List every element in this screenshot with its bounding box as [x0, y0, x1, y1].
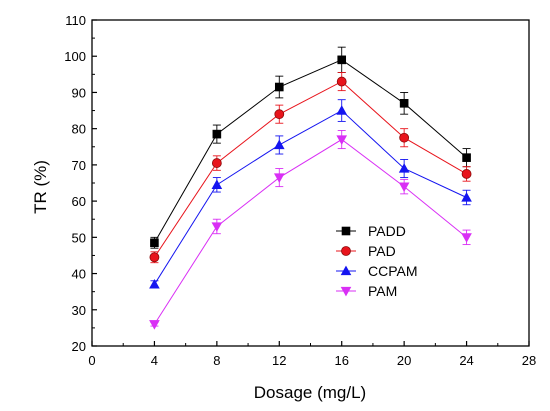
data-point — [399, 99, 409, 108]
y-tick-label: 40 — [72, 267, 86, 282]
x-axis-label: Dosage (mg/L) — [254, 383, 366, 402]
y-tick-label: 30 — [72, 303, 86, 318]
legend-item-ccpam: CCPAM — [336, 263, 418, 279]
series-line — [154, 109, 467, 285]
x-tick-label: 24 — [459, 353, 473, 368]
data-point — [461, 233, 472, 243]
legend-item-pam: PAM — [336, 283, 397, 299]
data-point — [149, 279, 160, 289]
legend: PADD PAD CCPAM PAM — [336, 223, 418, 299]
x-tick-label: 16 — [334, 353, 348, 368]
legend-item-pad: PAD — [336, 243, 396, 259]
y-axis-label: TR (%) — [31, 160, 50, 214]
legend-item-padd: PADD — [336, 223, 406, 239]
x-tick-label: 0 — [88, 353, 95, 368]
legend-marker — [341, 226, 351, 236]
data-point — [274, 109, 285, 120]
series-padd — [150, 46, 471, 249]
data-point — [273, 139, 285, 150]
data-point — [212, 129, 222, 139]
data-point — [337, 55, 347, 65]
data-point — [398, 182, 410, 193]
axis-ticks: 0 4 8 12 16 20 24 28 20 30 40 50 60 70 80 90 100 110 — [64, 13, 536, 368]
data-point — [336, 135, 348, 145]
series-pad — [149, 72, 472, 264]
series-ccpam — [149, 99, 472, 289]
data-point — [274, 82, 284, 92]
x-tick-label: 8 — [213, 353, 220, 368]
x-tick-label: 12 — [272, 353, 286, 368]
data-point — [149, 252, 160, 263]
series-line — [154, 138, 467, 325]
data-point — [336, 76, 347, 87]
data-point — [150, 238, 159, 248]
data-point — [273, 173, 285, 183]
x-tick-label: 20 — [397, 353, 411, 368]
legend-label: PADD — [368, 223, 406, 239]
y-tick-label: 60 — [72, 194, 86, 209]
legend-label: PAD — [368, 243, 396, 259]
plot-frame — [91, 19, 530, 347]
data-point — [461, 169, 472, 179]
legend-label: CCPAM — [368, 263, 418, 279]
data-point — [398, 163, 410, 173]
plot-border — [91, 19, 530, 347]
series-line — [153, 59, 467, 244]
data-point — [211, 222, 223, 232]
data-point — [461, 192, 472, 202]
legend-marker — [340, 286, 352, 297]
data-point — [336, 105, 348, 115]
data-point — [462, 153, 471, 162]
data-point — [211, 179, 223, 189]
y-tick-label: 50 — [72, 230, 86, 245]
y-tick-label: 90 — [72, 85, 86, 100]
x-tick-label: 28 — [522, 353, 536, 368]
data-point — [149, 320, 160, 330]
y-tick-label: 20 — [72, 339, 86, 354]
series-pam — [149, 130, 472, 330]
legend-marker — [340, 265, 352, 276]
legend-label: PAM — [368, 283, 397, 299]
series-group — [149, 46, 472, 330]
y-tick-label: 80 — [72, 122, 86, 137]
data-point — [399, 132, 410, 143]
series-line — [154, 80, 467, 258]
x-tick-label: 4 — [151, 353, 158, 368]
data-point — [211, 158, 222, 168]
y-tick-label: 100 — [64, 49, 86, 64]
y-tick-label: 110 — [65, 13, 86, 28]
y-tick-label: 70 — [72, 158, 86, 173]
legend-marker — [341, 246, 351, 256]
